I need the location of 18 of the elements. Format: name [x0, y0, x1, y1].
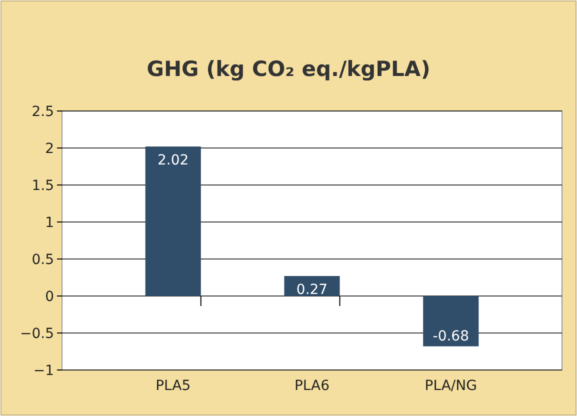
y-tick-label: 0.5	[32, 252, 54, 268]
y-tick-label: −1	[33, 363, 54, 379]
data-label: 0.27	[296, 282, 328, 298]
y-tick-label: 0	[45, 289, 54, 305]
y-tick-label: −0.5	[20, 326, 54, 342]
y-tick-label: 2	[45, 141, 54, 157]
y-tick-label: 2.5	[32, 104, 54, 120]
bar	[145, 146, 201, 296]
x-tick-label: PLA/NG	[424, 378, 477, 394]
chart-title: GHG (kg CO₂ eq./kgPLA)	[146, 57, 430, 81]
y-tick-label: 1.5	[32, 178, 54, 194]
data-label: 2.02	[158, 152, 189, 169]
x-tick-label: PLA5	[156, 378, 191, 394]
x-tick-label: PLA6	[294, 378, 330, 394]
bar	[423, 296, 479, 346]
y-tick-label: 1	[45, 215, 54, 231]
bar	[284, 276, 340, 296]
data-label: -0.68	[432, 328, 470, 344]
